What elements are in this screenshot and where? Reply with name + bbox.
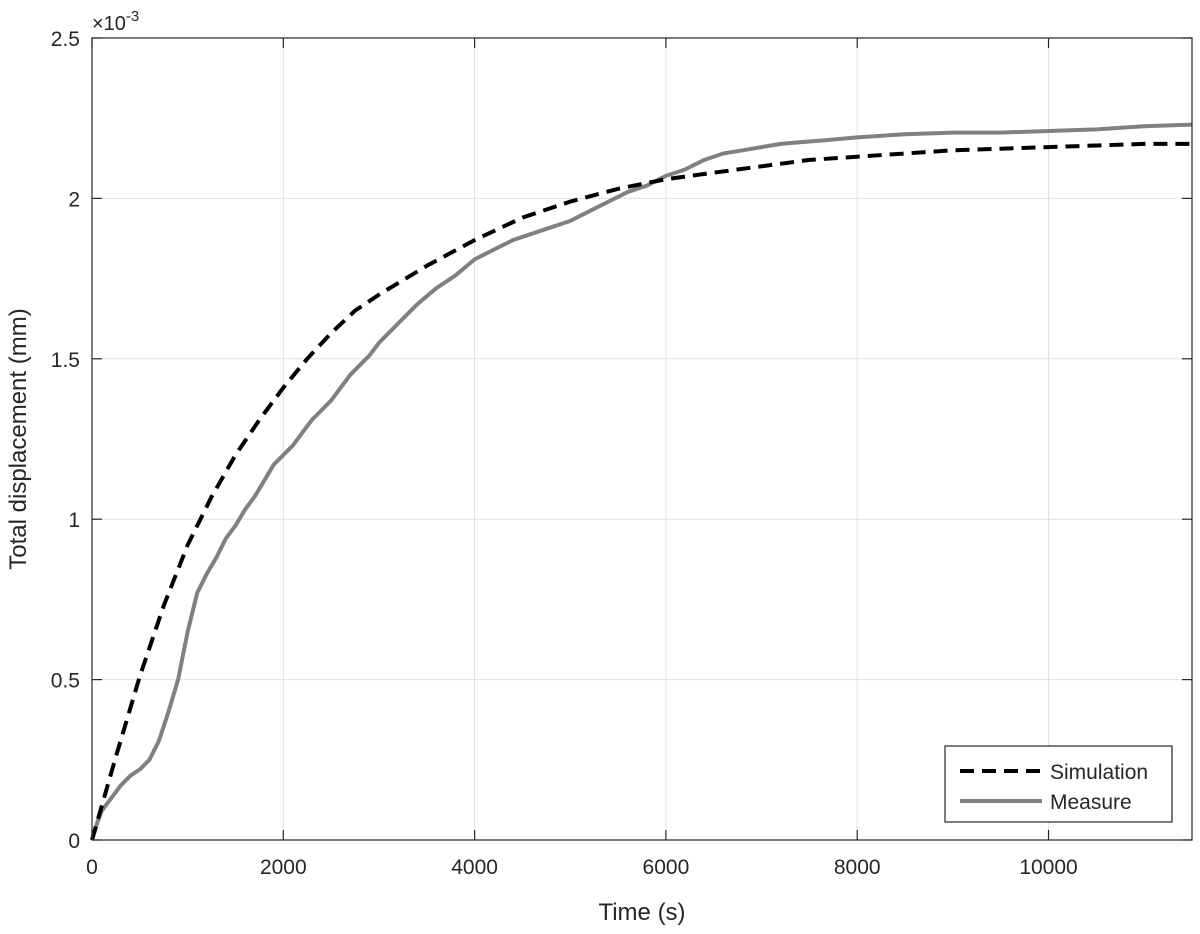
grid-lines	[91, 37, 1192, 841]
plot-frame	[91, 37, 1193, 841]
y-tick-label: 1.5	[51, 349, 80, 372]
x-tick-label: 2000	[260, 856, 307, 879]
y-tick-label: 2.5	[51, 28, 80, 51]
series-line-simulation	[90, 141, 1192, 841]
series-layer	[90, 122, 1193, 841]
legend-box	[944, 745, 1173, 823]
y-exponent-power: -3	[126, 8, 139, 25]
series-line-measure	[90, 122, 1193, 841]
y-tick-label: 1	[68, 509, 80, 532]
y-exponent-label: ×10-3	[92, 8, 139, 35]
legend: Simulation Measure	[944, 745, 1173, 823]
x-axis-label: Time (s)	[598, 899, 685, 926]
legend-label-measure: Measure	[1050, 791, 1132, 814]
axis-ticks	[91, 37, 1192, 841]
legend-label-simulation: Simulation	[1050, 761, 1148, 784]
x-tick-label: 0	[86, 856, 98, 879]
x-tick-label: 6000	[643, 856, 690, 879]
x-tick-label: 4000	[451, 856, 498, 879]
y-tick-label: 0	[68, 830, 80, 853]
tick-labels: 0 2000 4000 6000 8000 10000 0 0.5 1 1.5 2 2.5	[51, 28, 1078, 879]
x-tick-label: 8000	[834, 856, 881, 879]
y-axis-label: Total displacement (mm)	[5, 308, 32, 569]
y-tick-label: 2	[68, 188, 80, 211]
y-tick-label: 0.5	[51, 670, 80, 693]
x-tick-label: 10000	[1019, 856, 1077, 879]
